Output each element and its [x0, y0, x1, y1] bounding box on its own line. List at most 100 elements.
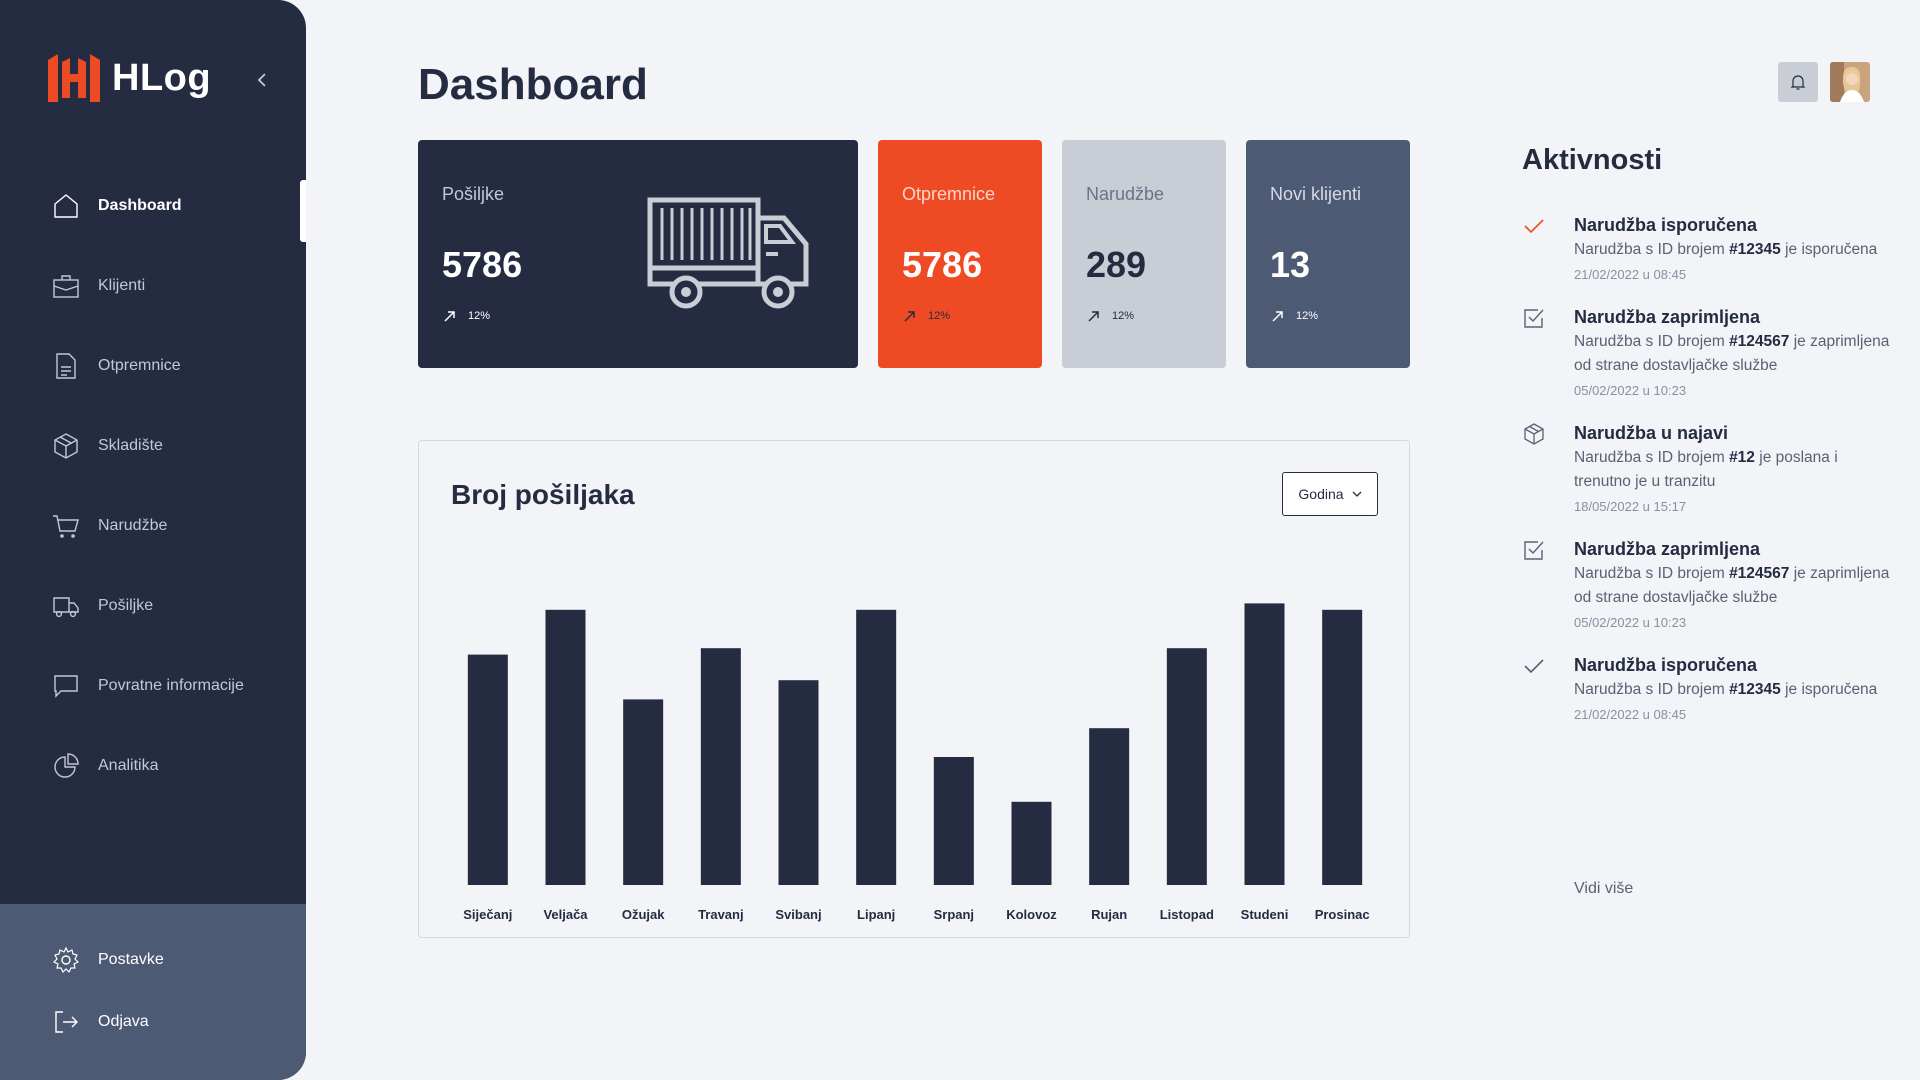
card-trend-value: 12%: [928, 310, 951, 322]
notifications-button[interactable]: [1778, 62, 1818, 102]
chart-x-label: Ožujak: [622, 907, 665, 922]
activity-title: Narudžba zaprimljena: [1574, 307, 1761, 327]
card-trend: 12%: [902, 308, 950, 324]
sidebar-item-label: Postavke: [98, 951, 164, 968]
checkbox-icon: [1524, 309, 1544, 328]
sidebar-item-label: Otpremnice: [98, 357, 181, 374]
activity-time: 18/05/2022 u 15:17: [1574, 499, 1687, 514]
chart-bar-Listopad[interactable]: [1166, 648, 1207, 885]
chart-x-label: Lipanj: [857, 907, 895, 922]
activity-time: 21/02/2022 u 08:45: [1574, 267, 1687, 282]
chart-bar-Prosinac[interactable]: [1322, 609, 1363, 885]
activity-description: Narudžba s ID brojem #12345 je isporučen…: [1574, 681, 1878, 698]
sidebar-item-label: Dashboard: [98, 197, 182, 214]
chart-bar-Ožujak[interactable]: [623, 699, 664, 885]
sidebar-item-label: Analitika: [98, 757, 159, 774]
collapse-sidebar-icon[interactable]: [252, 68, 272, 92]
brand-name: HLog: [112, 56, 212, 99]
chart-x-label: Listopad: [1160, 907, 1214, 922]
card-title: Narudžbe: [1086, 184, 1165, 204]
sidebar-item-label: Povratne informacije: [98, 677, 244, 694]
briefcase-icon: [53, 275, 79, 298]
gear-icon: [52, 946, 80, 974]
check-icon: [1524, 219, 1544, 234]
chart-x-label: Svibanj: [775, 907, 821, 922]
chart-bar-Studeni[interactable]: [1244, 603, 1285, 885]
activity-description: Narudžba s ID brojem #12 je poslana i tr…: [1574, 449, 1838, 490]
page-title: Dashboard: [418, 60, 648, 109]
sidebar: HLog Dashboard Klijenti Otpremnice Sklad…: [0, 0, 306, 1080]
activity-title: Narudžba u najavi: [1574, 423, 1729, 443]
shipments-chart-panel: Siječanj Veljača Ožujak Travanj Svibanj Lipan…: [418, 440, 1410, 938]
chart-bar-Srpanj[interactable]: [933, 757, 974, 885]
chevron-down-icon: [1352, 491, 1362, 497]
see-more-link[interactable]: Vidi više: [1574, 880, 1634, 897]
chart-bar-Kolovoz[interactable]: [1011, 801, 1052, 885]
sidebar-item-postavke[interactable]: Postavke: [0, 929, 306, 991]
card-trend: 12%: [1086, 308, 1134, 324]
chart-x-label: Travanj: [698, 907, 744, 922]
cart-icon: [53, 515, 79, 538]
chart-bar-Rujan[interactable]: [1089, 728, 1130, 885]
activity-item[interactable]: Narudžba u najavi Narudžba s ID brojem #…: [1522, 420, 1894, 516]
chart-title: Broj pošiljaka: [451, 479, 635, 510]
card-value: 289: [1086, 244, 1147, 285]
chart-bar-Siječanj[interactable]: [467, 654, 508, 885]
home-icon: [54, 194, 78, 218]
activity-item[interactable]: Narudžba zaprimljena Narudžba s ID broje…: [1522, 304, 1894, 400]
activities-list: Narudžba isporučena Narudžba s ID brojem…: [1522, 212, 1894, 724]
trend-up-arrow-icon: [444, 311, 455, 322]
stat-card-posiljke[interactable]: Pošiljke 5786 12%: [418, 140, 858, 368]
user-avatar[interactable]: [1830, 62, 1870, 102]
sidebar-item-dashboard[interactable]: Dashboard: [0, 166, 306, 246]
activity-title: Narudžba zaprimljena: [1574, 539, 1761, 559]
sidebar-item-povratne-informacije[interactable]: Povratne informacije: [0, 646, 306, 726]
trend-up-arrow-icon: [1272, 311, 1283, 322]
chart-bar-Svibanj[interactable]: [778, 680, 819, 885]
activity-item[interactable]: Narudžba zaprimljena Narudžba s ID broje…: [1522, 536, 1894, 632]
main-navigation: Dashboard Klijenti Otpremnice Skladište …: [0, 166, 306, 806]
period-select[interactable]: Godina: [1282, 472, 1378, 516]
trend-up-arrow-icon: [1088, 311, 1099, 322]
chart-bar-Veljača[interactable]: [545, 609, 586, 885]
pie-chart-icon: [54, 753, 79, 778]
chart-bar-Lipanj[interactable]: [856, 609, 897, 885]
stat-card-novi-klijenti[interactable]: Novi klijenti 13 12%: [1246, 140, 1410, 368]
document-icon: [56, 353, 76, 379]
sidebar-item-otpremnice[interactable]: Otpremnice: [0, 326, 306, 406]
sidebar-item-label: Skladište: [98, 437, 163, 454]
sidebar-item-narudzbe[interactable]: Narudžbe: [0, 486, 306, 566]
activity-item[interactable]: Narudžba isporučena Narudžba s ID brojem…: [1522, 212, 1894, 284]
card-title: Otpremnice: [902, 184, 996, 204]
chart-bar-Travanj[interactable]: [700, 648, 741, 885]
activity-description: Narudžba s ID brojem #124567 je zaprimlj…: [1574, 333, 1890, 374]
stat-card-otpremnice[interactable]: Otpremnice 5786 12%: [878, 140, 1042, 368]
checkbox-icon: [1524, 541, 1544, 560]
sidebar-item-odjava[interactable]: Odjava: [0, 991, 306, 1053]
card-trend-value: 12%: [1296, 310, 1319, 322]
card-value: 5786: [442, 244, 523, 285]
sidebar-item-posiljke[interactable]: Pošiljke: [0, 566, 306, 646]
period-select-value: Godina: [1298, 486, 1344, 502]
chart-x-label: Rujan: [1091, 907, 1127, 922]
chart-x-label: Srpanj: [934, 907, 974, 922]
card-value: 13: [1270, 244, 1311, 285]
sidebar-bottom: Postavke Odjava: [0, 904, 306, 1080]
card-trend-value: 12%: [468, 310, 491, 322]
activity-time: 21/02/2022 u 08:45: [1574, 707, 1687, 722]
sidebar-item-skladiste[interactable]: Skladište: [0, 406, 306, 486]
hlog-logo-icon: [48, 54, 100, 102]
card-trend: 12%: [442, 308, 490, 324]
activity-item[interactable]: Narudžba isporučena Narudžba s ID brojem…: [1522, 652, 1894, 724]
bell-icon: [1790, 75, 1806, 90]
sidebar-item-analitika[interactable]: Analitika: [0, 726, 306, 806]
activities-title: Aktivnosti: [1522, 144, 1663, 176]
sidebar-item-label: Pošiljke: [98, 597, 154, 614]
brand-logo[interactable]: HLog: [48, 54, 211, 102]
logout-icon: [55, 1011, 78, 1033]
stat-card-narudzbe[interactable]: Narudžbe 289 12%: [1062, 140, 1226, 368]
sidebar-item-label: Odjava: [98, 1013, 149, 1030]
sidebar-item-klijenti[interactable]: Klijenti: [0, 246, 306, 326]
chart-x-label: Siječanj: [463, 907, 512, 922]
card-trend-value: 12%: [1112, 310, 1135, 322]
